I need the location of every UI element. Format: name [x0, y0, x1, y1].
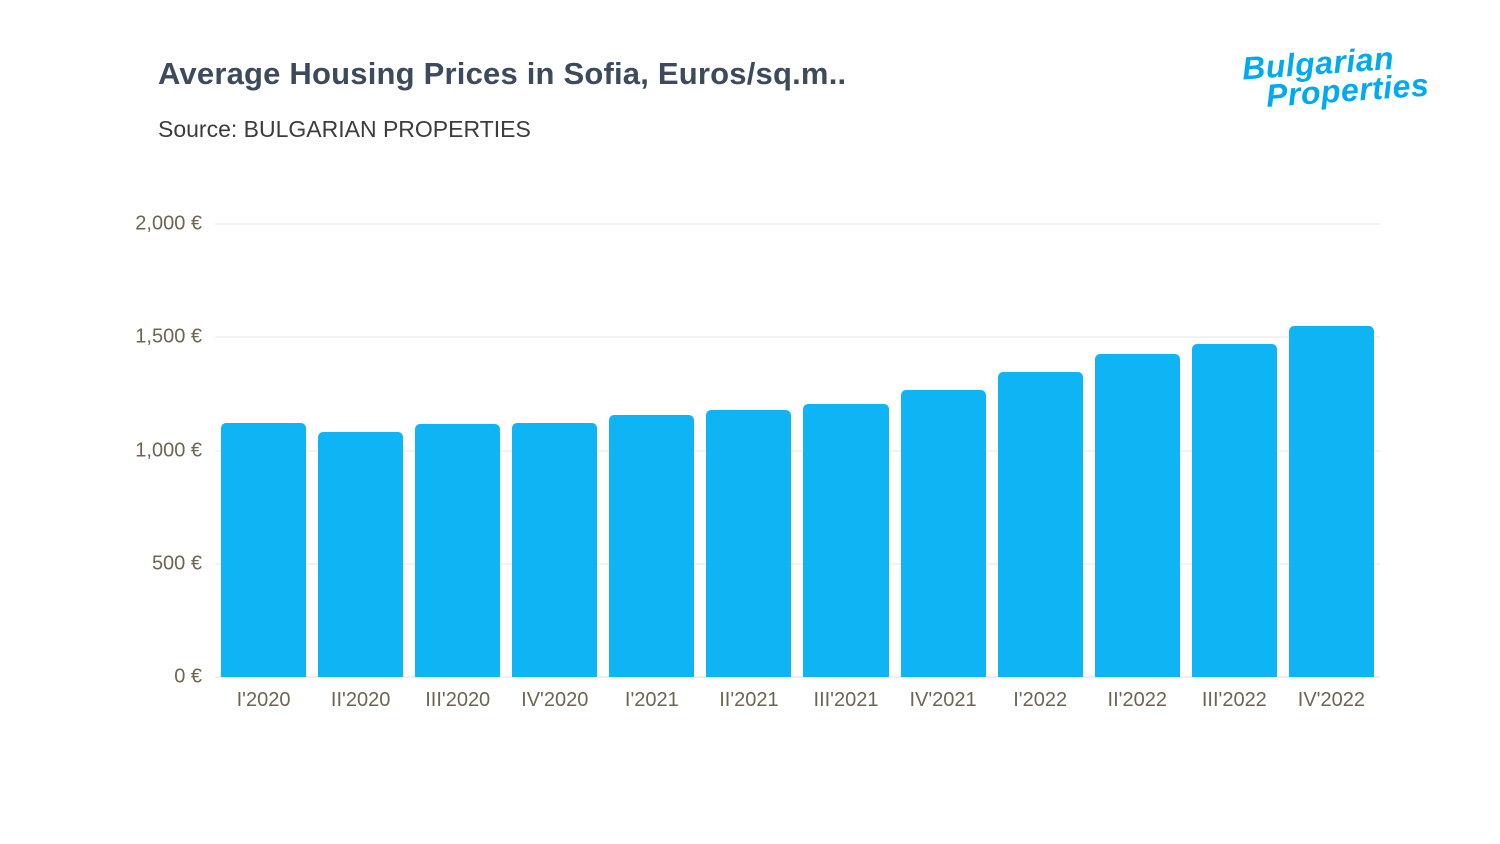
y-tick-label: 500 €: [151, 552, 202, 575]
bar-column: [409, 224, 506, 677]
bar-column: [603, 224, 700, 677]
y-tick-label: 1,500 €: [135, 325, 202, 348]
gridline: [215, 563, 1380, 565]
bar: [1288, 325, 1374, 677]
x-tick-label: I'2020: [236, 689, 291, 711]
bar: [1094, 354, 1180, 677]
plot-wrap: 0 € 500 € 1,000 € 1,500 € 2,000 € I'2020 II'2…: [135, 213, 1380, 711]
chart-header: Average Housing Prices in Sofia, Euros/s…: [158, 56, 846, 143]
x-axis-labels: I'2020 II'2020 III'2020 IV'2020 I'2021 II'202…: [215, 689, 1380, 712]
bar-column: [1186, 224, 1283, 677]
bar-column: [895, 224, 992, 677]
bar: [415, 424, 501, 677]
x-tick-label: IV'2022: [1297, 689, 1365, 711]
bar: [803, 404, 889, 677]
x-tick-label: IV'2020: [521, 689, 589, 711]
bar: [900, 390, 986, 677]
bar-column: [700, 224, 797, 677]
gridline: [215, 676, 1380, 678]
x-tick-label: IV'2021: [909, 689, 977, 711]
bar-column: [215, 224, 312, 677]
bar: [221, 423, 307, 677]
bulgarian-properties-logo: Bulgarian Properties: [1241, 40, 1431, 115]
bar-column: [506, 224, 603, 677]
bar-column: [797, 224, 894, 677]
bar-column: [1089, 224, 1186, 677]
y-tick-label: 2,000 €: [135, 212, 202, 235]
gridline: [215, 450, 1380, 451]
x-tick-label: I'2022: [1013, 689, 1068, 711]
x-tick-label: II'2022: [1107, 689, 1167, 711]
bar: [318, 432, 404, 677]
bar: [706, 409, 792, 677]
bar-column: [992, 224, 1089, 677]
bar-column: [312, 224, 409, 677]
x-tick-label: III'2021: [813, 689, 879, 711]
chart-title: Average Housing Prices in Sofia, Euros/s…: [158, 56, 847, 91]
x-tick-label: III'2022: [1201, 689, 1267, 711]
bar: [997, 372, 1083, 677]
x-tick-label: I'2021: [624, 689, 679, 711]
y-tick-label: 0 €: [174, 665, 202, 688]
bar: [1191, 344, 1277, 677]
gridline: [215, 223, 1380, 225]
x-tick-label: II'2020: [330, 689, 391, 711]
bar: [609, 415, 695, 677]
bars-container: [215, 224, 1380, 677]
y-tick-label: 1,000 €: [135, 439, 202, 461]
gridline: [215, 336, 1380, 338]
chart-source: Source: BULGARIAN PROPERTIES: [158, 116, 531, 142]
bar-column: [1283, 224, 1380, 677]
x-tick-label: III'2020: [425, 689, 491, 711]
x-tick-label: II'2021: [719, 689, 779, 711]
bar: [512, 423, 598, 677]
logo-line2: Properties: [1264, 66, 1431, 115]
plot-area: 0 € 500 € 1,000 € 1,500 € 2,000 €: [135, 213, 1380, 688]
